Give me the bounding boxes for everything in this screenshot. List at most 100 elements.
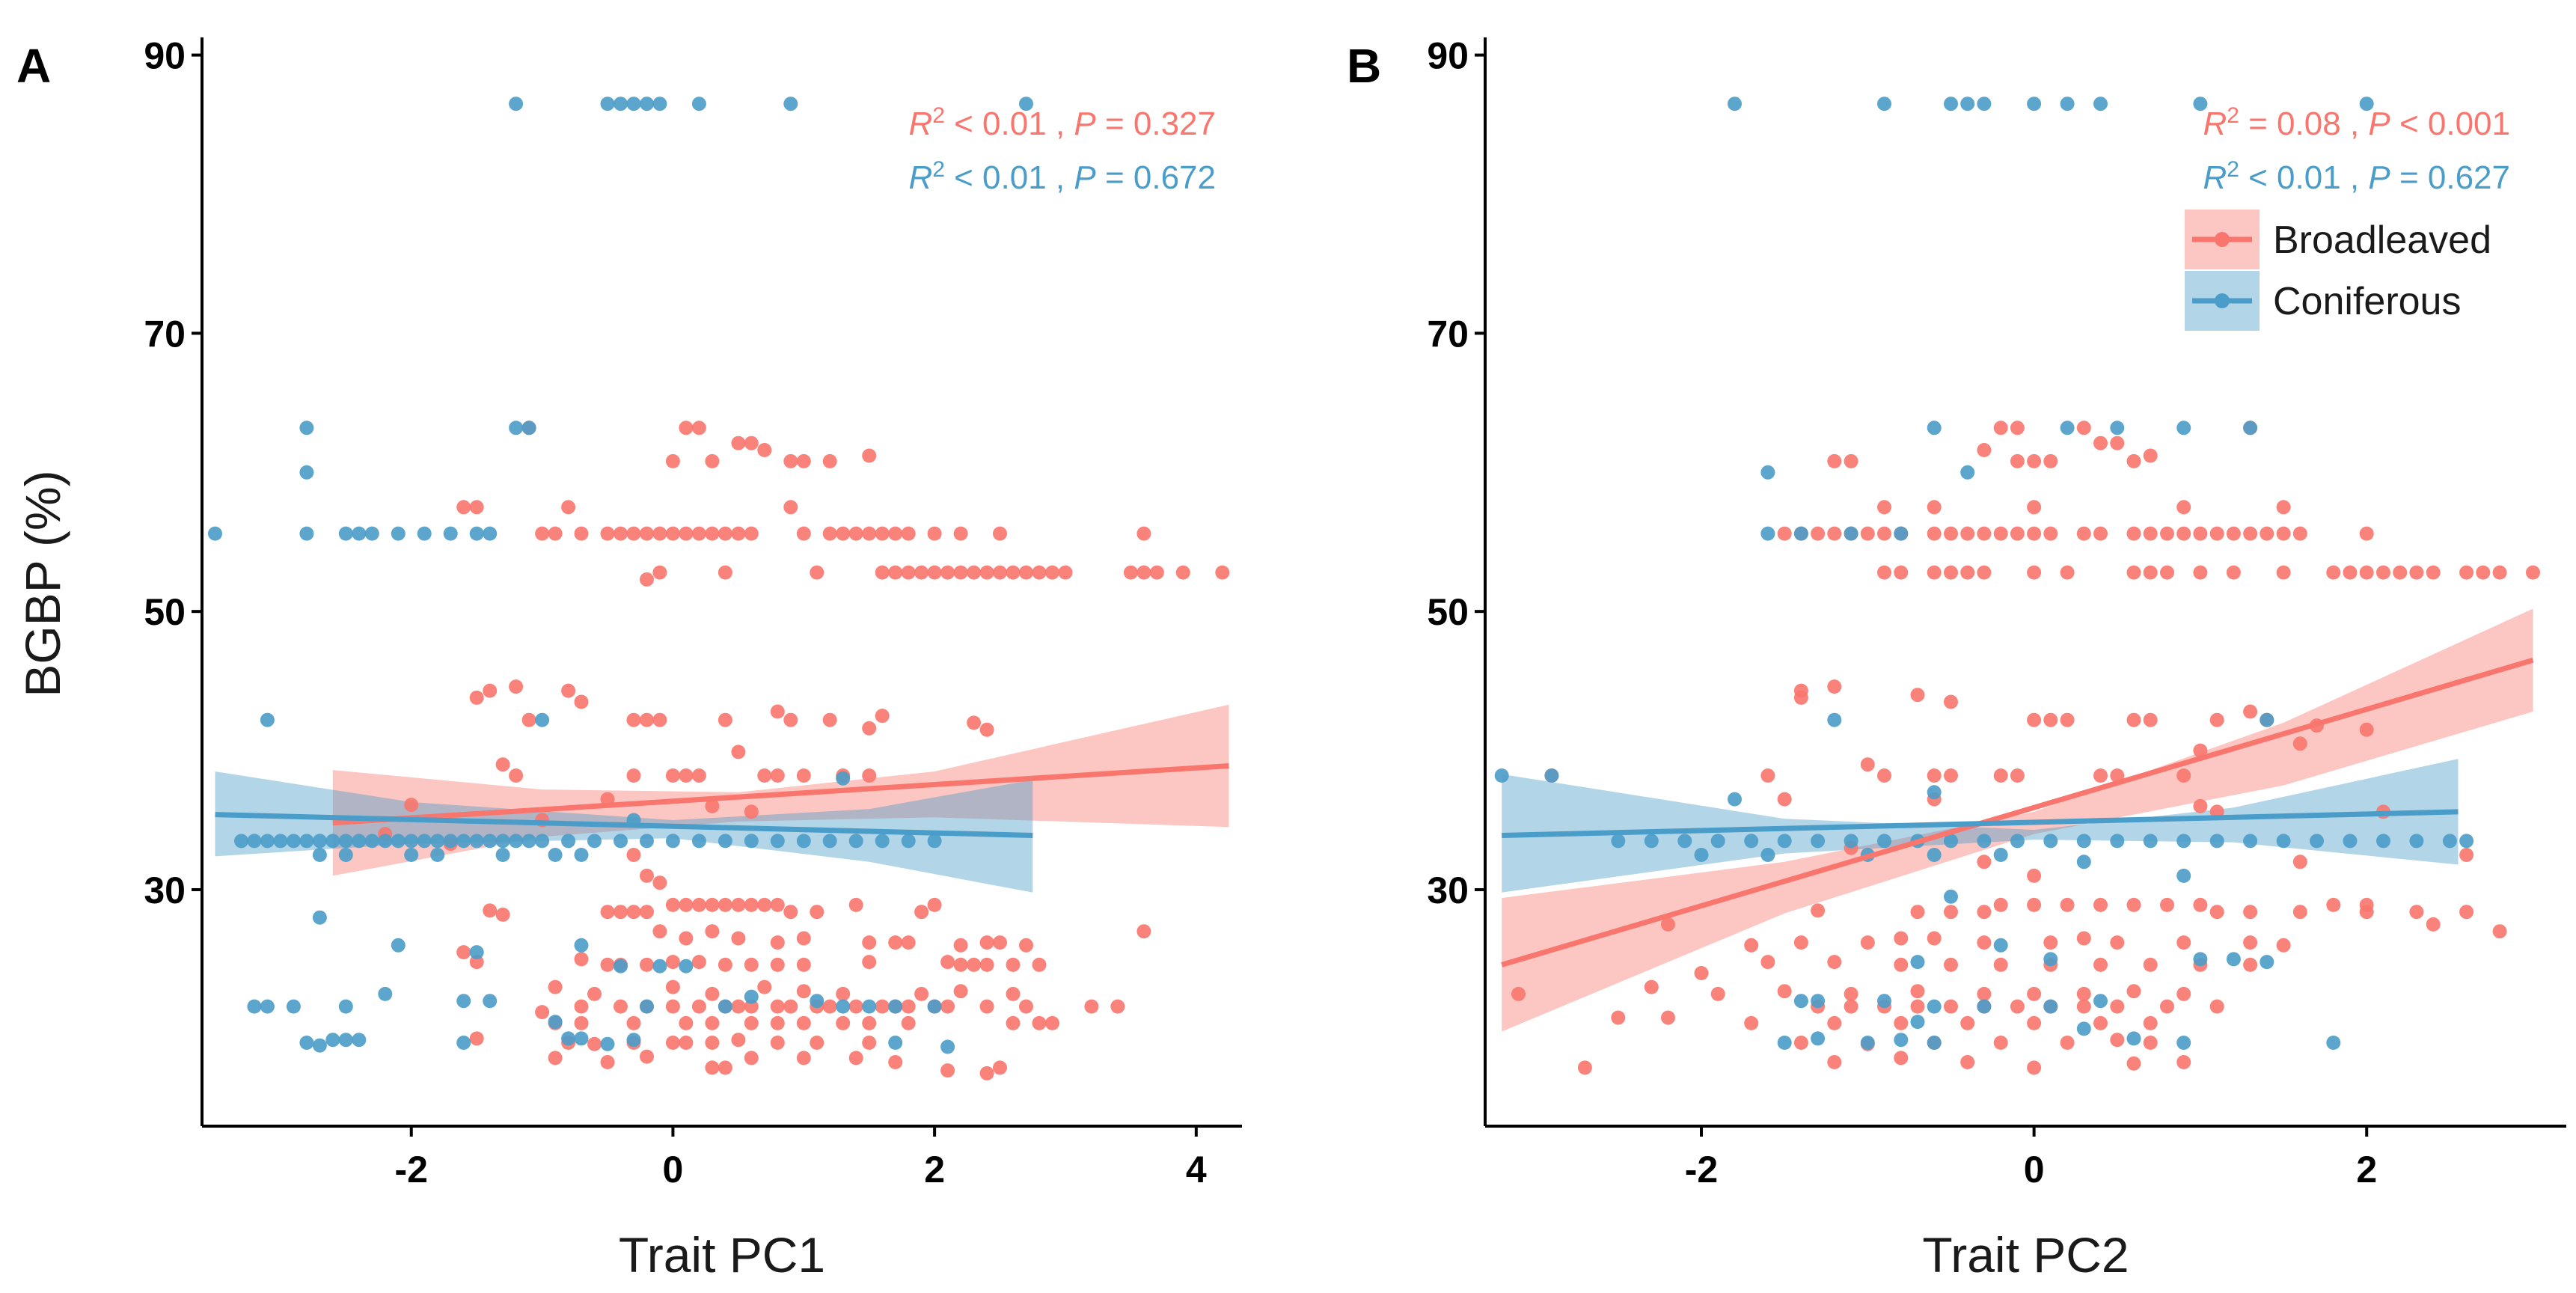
- point-broadleaved: [1927, 768, 1942, 783]
- point-coniferous: [417, 834, 432, 849]
- point-coniferous: [430, 848, 445, 862]
- point-coniferous: [443, 526, 458, 541]
- legend-dot-broadleaved: [2215, 232, 2230, 247]
- point-broadleaved: [665, 453, 680, 468]
- point-coniferous: [640, 834, 654, 849]
- point-coniferous: [260, 999, 275, 1014]
- point-broadleaved: [1058, 565, 1073, 580]
- point-broadleaved: [1977, 855, 1992, 869]
- point-broadleaved: [2243, 957, 2258, 972]
- point-coniferous: [836, 771, 851, 786]
- point-coniferous: [1844, 834, 1858, 849]
- stat-annotations: R2 < 0.01 , P = 0.327 R2 < 0.01 , P = 0.…: [908, 103, 1216, 197]
- point-broadleaved: [2110, 768, 2125, 783]
- point-broadleaved: [993, 1060, 1007, 1075]
- stat-coniferous: R2 < 0.01 , P = 0.672: [908, 157, 1216, 197]
- point-coniferous: [1844, 526, 1858, 541]
- point-coniferous: [836, 999, 851, 1014]
- point-broadleaved: [1910, 688, 1925, 703]
- point-coniferous: [404, 834, 419, 849]
- point-coniferous: [325, 834, 340, 849]
- point-coniferous: [927, 999, 942, 1014]
- point-coniferous: [561, 834, 576, 849]
- point-broadleaved: [1136, 565, 1151, 580]
- point-coniferous: [614, 97, 628, 111]
- point-broadleaved: [2027, 712, 2042, 727]
- point-broadleaved: [2160, 565, 2174, 580]
- x-tick-label: 2: [924, 1149, 945, 1190]
- point-broadleaved: [836, 1015, 851, 1030]
- point-coniferous: [2176, 868, 2191, 883]
- point-broadleaved: [705, 1060, 720, 1075]
- point-coniferous: [2126, 1031, 2141, 1046]
- point-broadleaved: [901, 565, 916, 580]
- point-coniferous: [483, 834, 498, 849]
- point-broadleaved: [848, 1051, 863, 1066]
- point-coniferous: [352, 834, 367, 849]
- point-broadleaved: [2459, 905, 2474, 920]
- point-broadleaved: [2126, 453, 2141, 468]
- point-coniferous: [679, 959, 694, 973]
- point-broadleaved: [1993, 526, 2008, 541]
- point-broadleaved: [953, 938, 968, 953]
- point-coniferous: [1827, 712, 1842, 727]
- point-coniferous: [509, 834, 524, 849]
- point-coniferous: [535, 834, 550, 849]
- point-broadleaved: [914, 565, 929, 580]
- point-broadleaved: [1811, 526, 1826, 541]
- point-broadleaved: [796, 453, 811, 468]
- point-broadleaved: [822, 712, 837, 727]
- y-tick-label: 70: [1427, 313, 1469, 355]
- point-coniferous: [312, 848, 327, 862]
- point-broadleaved: [810, 905, 824, 920]
- point-broadleaved: [2076, 526, 2091, 541]
- point-coniferous: [2076, 834, 2091, 849]
- point-coniferous: [1494, 768, 1509, 783]
- point-broadleaved: [679, 931, 694, 946]
- point-broadleaved: [2110, 1033, 2125, 1048]
- point-broadleaved: [757, 443, 772, 457]
- point-coniferous: [927, 834, 942, 849]
- point-broadleaved: [404, 798, 419, 813]
- point-coniferous: [2027, 97, 2042, 111]
- point-coniferous: [509, 97, 524, 111]
- point-broadleaved: [456, 945, 471, 960]
- panel-b: B 30 50 70 90 -2 0 2 R2 = 0.08 , P < 0.001 R2 …: [1347, 35, 2566, 1283]
- point-broadleaved: [2193, 526, 2208, 541]
- point-coniferous: [600, 97, 615, 111]
- confidence-band-broadleaved: [332, 704, 1229, 876]
- point-coniferous: [888, 1036, 903, 1050]
- point-coniferous: [691, 834, 706, 849]
- point-broadleaved: [2176, 1055, 2191, 1069]
- point-broadleaved: [2010, 526, 2025, 541]
- point-broadleaved: [1860, 526, 1875, 541]
- point-broadleaved: [796, 1051, 811, 1066]
- point-broadleaved: [665, 897, 680, 912]
- x-tick-label: -2: [1685, 1149, 1718, 1190]
- point-broadleaved: [2359, 565, 2374, 580]
- fit-line-coniferous: [1502, 809, 2459, 838]
- point-broadleaved: [2060, 712, 2075, 727]
- point-coniferous: [1993, 938, 2008, 953]
- point-broadleaved: [2276, 565, 2291, 580]
- point-coniferous: [312, 1038, 327, 1053]
- point-broadleaved: [796, 931, 811, 946]
- point-coniferous: [770, 834, 785, 849]
- point-broadleaved: [2492, 565, 2507, 580]
- point-broadleaved: [679, 526, 694, 541]
- point-broadleaved: [1977, 986, 1992, 1001]
- point-coniferous: [338, 526, 353, 541]
- point-broadleaved: [731, 1033, 746, 1048]
- point-broadleaved: [1006, 986, 1021, 1001]
- point-broadleaved: [744, 526, 759, 541]
- point-broadleaved: [848, 999, 863, 1014]
- point-coniferous: [1877, 994, 1891, 1009]
- point-coniferous: [247, 999, 262, 1014]
- point-broadleaved: [1944, 905, 1958, 920]
- point-coniferous: [469, 945, 484, 960]
- point-broadleaved: [2359, 526, 2374, 541]
- point-broadleaved: [1877, 768, 1891, 783]
- point-broadleaved: [626, 1015, 641, 1030]
- point-broadleaved: [574, 526, 589, 541]
- point-broadleaved: [2276, 526, 2291, 541]
